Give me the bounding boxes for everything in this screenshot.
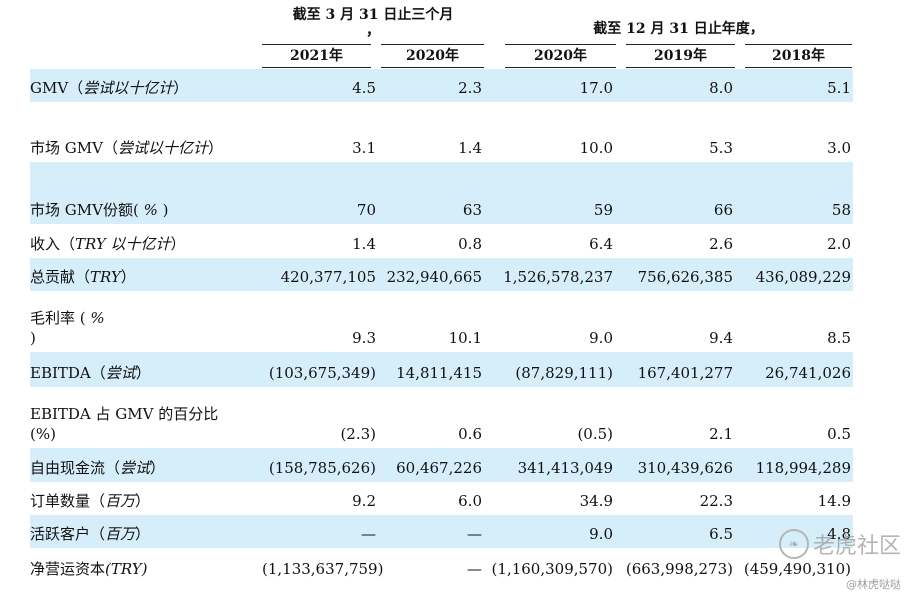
cell-value: 232,940,665 bbox=[386, 268, 482, 286]
cell-value: 63 bbox=[462, 201, 482, 219]
cell-value: (0.5) bbox=[577, 425, 613, 443]
cell-value: 5.1 bbox=[827, 79, 851, 97]
cell-value: 3.0 bbox=[827, 139, 851, 157]
tiger-logo-icon: ❧ bbox=[778, 529, 809, 559]
cell-value: 26,741,026 bbox=[765, 364, 851, 382]
cell-value: 70 bbox=[356, 201, 376, 219]
cell-value: (1,160,309,570) bbox=[491, 560, 613, 578]
group-header-quarter: 截至 3 月 31 日止三个月 bbox=[292, 7, 454, 23]
column-header-2020q: 2020年 bbox=[381, 44, 484, 68]
cell-value: 10.0 bbox=[579, 139, 613, 157]
cell-value: 1,526,578,237 bbox=[503, 268, 613, 286]
cell-value: 0.5 bbox=[827, 425, 851, 443]
cell-value: 6.0 bbox=[458, 492, 482, 510]
cell-value: 60,467,226 bbox=[396, 459, 482, 477]
watermark-text: 老虎社区 bbox=[812, 534, 901, 559]
cell-value: 9.0 bbox=[589, 329, 613, 347]
cell-value: 4.5 bbox=[352, 79, 376, 97]
cell-value: 1.4 bbox=[352, 235, 376, 253]
column-header-2021q: 2021年 bbox=[262, 44, 371, 68]
table-row-revenue: 收入（TRY 以十亿计） 1.4 0.8 6.4 2.6 2.0 bbox=[30, 224, 853, 258]
table-row-active-customers: 活跃客户（百万） — — 9.0 6.5 4.8 bbox=[30, 515, 853, 548]
cell-value: — bbox=[361, 525, 376, 543]
cell-value: (459,490,310) bbox=[743, 560, 851, 578]
table-row-market-gmv: 市场 GMV（尝试以十亿计） 3.1 1.4 10.0 5.3 3.0 bbox=[30, 102, 853, 162]
column-header-2019y: 2019年 bbox=[626, 44, 735, 68]
watermark-author: @林虎哒哒 bbox=[846, 578, 901, 591]
cell-value: (2.3) bbox=[340, 425, 376, 443]
row-label: 净营运资本(TRY) bbox=[30, 560, 148, 578]
column-header-2020y: 2020年 bbox=[505, 44, 616, 68]
cell-value: 341,413,049 bbox=[517, 459, 613, 477]
row-label: 市场 GMV（尝试以十亿计） bbox=[30, 139, 223, 157]
cell-value: 9.4 bbox=[709, 329, 733, 347]
cell-value: (103,675,349) bbox=[268, 364, 376, 382]
cell-value: 14,811,415 bbox=[396, 364, 482, 382]
row-label: 市场 GMV份额( % ) bbox=[30, 201, 169, 219]
cell-value: (1,133,637,759) bbox=[262, 560, 384, 578]
row-label: EBITDA（尝试） bbox=[30, 364, 151, 382]
table-row-ebitda: EBITDA（尝试） (103,675,349) 14,811,415 (87,… bbox=[30, 352, 853, 387]
table-row-order-count: 订单数量（百万） 9.2 6.0 34.9 22.3 14.9 bbox=[30, 482, 853, 515]
cell-value: 436,089,229 bbox=[755, 268, 851, 286]
cell-value: 420,377,105 bbox=[280, 268, 376, 286]
cell-value: 1.4 bbox=[458, 139, 482, 157]
table-row-gmv: GMV（尝试以十亿计） 4.5 2.3 17.0 8.0 5.1 bbox=[30, 69, 853, 102]
cell-value: (663,998,273) bbox=[625, 560, 733, 578]
cell-value: 2.3 bbox=[458, 79, 482, 97]
cell-value: 5.3 bbox=[709, 139, 733, 157]
cell-value: 34.9 bbox=[579, 492, 613, 510]
row-label: EBITDA 占 GMV 的百分比 (%) bbox=[30, 405, 219, 443]
cell-value: 167,401,277 bbox=[637, 364, 733, 382]
cell-value: 17.0 bbox=[579, 79, 613, 97]
row-label: 自由现金流（尝试） bbox=[30, 459, 166, 477]
cell-value: 0.8 bbox=[458, 235, 482, 253]
cell-value: 8.5 bbox=[827, 329, 851, 347]
cell-value: 9.0 bbox=[589, 525, 613, 543]
group-header-quarter-comma: ， bbox=[366, 23, 380, 39]
cell-value: 59 bbox=[593, 201, 613, 219]
cell-value: — bbox=[467, 525, 482, 543]
cell-value: 0.6 bbox=[458, 425, 482, 443]
cell-value: 4.8 bbox=[827, 525, 851, 543]
row-label: 活跃客户（百万） bbox=[30, 525, 151, 543]
cell-value: 2.0 bbox=[827, 235, 851, 253]
column-header-2018y: 2018年 bbox=[745, 44, 852, 68]
cell-value: 756,626,385 bbox=[637, 268, 733, 286]
watermark: ❧ 老虎社区 bbox=[778, 528, 901, 560]
cell-value: 58 bbox=[831, 201, 851, 219]
group-header-year: 截至 12 月 31 日止年度， bbox=[593, 21, 764, 37]
cell-value: 66 bbox=[713, 201, 733, 219]
cell-value: 10.1 bbox=[448, 329, 482, 347]
cell-value: — bbox=[467, 560, 482, 578]
table-row-net-working-capital: 净营运资本(TRY) (1,133,637,759) — (1,160,309,… bbox=[30, 548, 853, 583]
row-label: 总贡献（TRY） bbox=[30, 268, 136, 286]
cell-value: 22.3 bbox=[699, 492, 733, 510]
table-row-free-cash-flow: 自由现金流（尝试） (158,785,626) 60,467,226 341,4… bbox=[30, 448, 853, 482]
cell-value: 118,994,289 bbox=[755, 459, 851, 477]
cell-value: 310,439,626 bbox=[637, 459, 733, 477]
cell-value: 8.0 bbox=[709, 79, 733, 97]
row-label: GMV（尝试以十亿计） bbox=[30, 79, 189, 97]
cell-value: 14.9 bbox=[817, 492, 851, 510]
cell-value: (87,829,111) bbox=[515, 364, 613, 382]
table-row-market-gmv-share: 市场 GMV份额( % ) 70 63 59 66 58 bbox=[30, 162, 853, 224]
cell-value: 2.6 bbox=[709, 235, 733, 253]
row-label: 收入（TRY 以十亿计） bbox=[30, 235, 186, 253]
row-label: 订单数量（百万） bbox=[30, 492, 151, 510]
cell-value: 6.5 bbox=[709, 525, 733, 543]
cell-value: 3.1 bbox=[352, 139, 376, 157]
cell-value: 2.1 bbox=[709, 425, 733, 443]
table-row-gross-margin: 毛利率 ( % ) 9.3 10.1 9.0 9.4 8.5 bbox=[30, 291, 853, 352]
cell-value: 6.4 bbox=[589, 235, 613, 253]
table-row-total-contribution: 总贡献（TRY） 420,377,105 232,940,665 1,526,5… bbox=[30, 258, 853, 291]
table-header: 截至 3 月 31 日止三个月 ， 截至 12 月 31 日止年度， 2021年… bbox=[0, 0, 919, 68]
cell-value: (158,785,626) bbox=[268, 459, 376, 477]
row-label: 毛利率 ( % ) bbox=[30, 309, 105, 347]
cell-value: 9.3 bbox=[352, 329, 376, 347]
table-row-ebitda-margin: EBITDA 占 GMV 的百分比 (%) (2.3) 0.6 (0.5) 2.… bbox=[30, 387, 853, 448]
cell-value: 9.2 bbox=[352, 492, 376, 510]
